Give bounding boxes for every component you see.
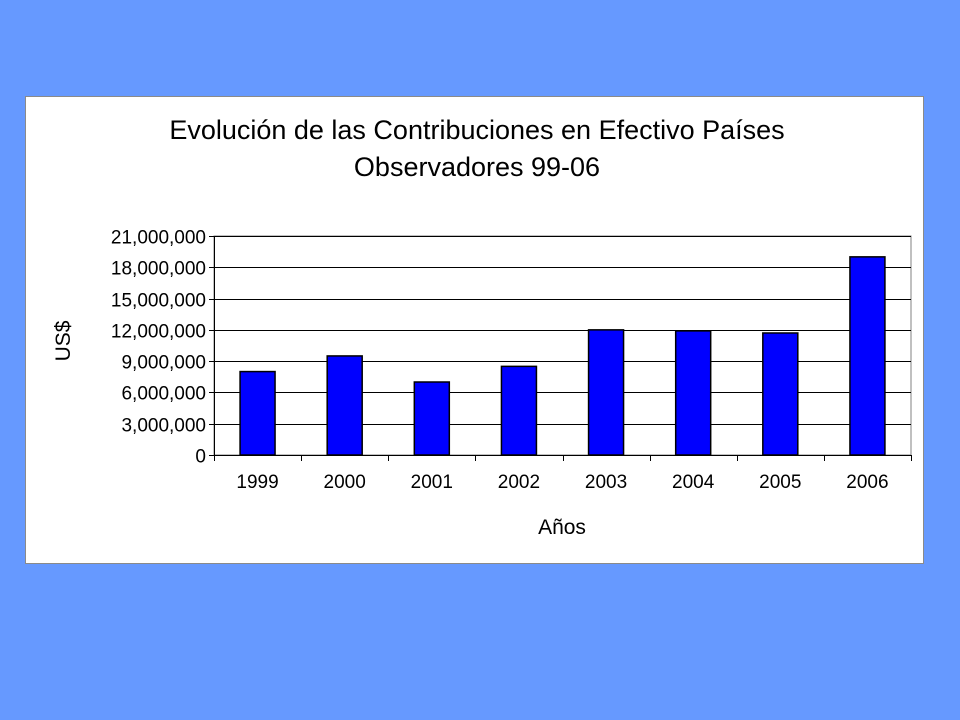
y-tick-label-1: 3,000,000 <box>121 416 206 437</box>
x-tick-label-2006: 2006 <box>846 472 888 493</box>
axes <box>209 236 912 461</box>
chart-panel: Evolución de las Contribuciones en Efect… <box>25 96 924 564</box>
bar-2000 <box>326 355 363 456</box>
bar-2002 <box>500 365 538 456</box>
x-tick-label-2005: 2005 <box>759 472 801 493</box>
bar-1999 <box>239 370 276 456</box>
bar-2004 <box>674 330 712 456</box>
plot-area-border <box>213 235 912 456</box>
bar-2006 <box>849 256 886 456</box>
x-tick-label-2004: 2004 <box>672 472 715 493</box>
x-tick-labels: 1999 2000 2001 2002 2003 2004 2005 2006 <box>236 472 888 493</box>
x-tick-label-2001: 2001 <box>411 472 453 493</box>
y-axis-label: US$ <box>52 320 75 361</box>
x-axis-label: Años <box>538 516 586 539</box>
y-tick-label-6: 18,000,000 <box>111 259 206 280</box>
y-tick-label-7: 21,000,000 <box>111 228 206 249</box>
y-tick-label-5: 15,000,000 <box>111 291 206 312</box>
bar-chart: Evolución de las Contribuciones en Efect… <box>52 115 912 539</box>
bar-2001 <box>413 381 451 456</box>
bar-2003 <box>587 329 625 456</box>
x-tick-label-1999: 1999 <box>236 472 278 493</box>
gridlines <box>213 235 912 456</box>
y-tick-label-0: 0 <box>195 447 206 468</box>
x-tick-label-2003: 2003 <box>585 472 627 493</box>
chart-title-line-2: Observadores 99-06 <box>354 152 600 182</box>
y-tick-labels: 0 3,000,000 6,000,000 9,000,000 12,000,000 15… <box>111 228 206 468</box>
y-tick-label-3: 9,000,000 <box>121 353 206 374</box>
chart-title-line-1: Evolución de las Contribuciones en Efect… <box>169 115 784 145</box>
x-tick-label-2000: 2000 <box>324 472 366 493</box>
y-tick-label-2: 6,000,000 <box>121 384 206 405</box>
bars <box>239 256 886 456</box>
y-tick-label-4: 12,000,000 <box>111 322 206 343</box>
bar-2005 <box>762 332 799 456</box>
x-tick-label-2002: 2002 <box>498 472 540 493</box>
